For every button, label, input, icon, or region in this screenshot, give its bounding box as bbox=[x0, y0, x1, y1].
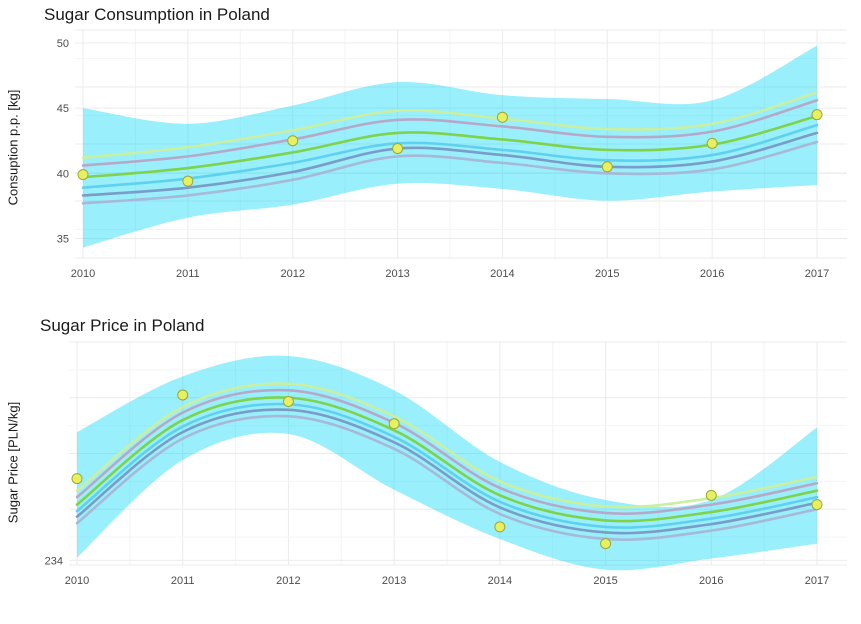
trend-line-6 bbox=[75, 414, 819, 541]
data-point bbox=[177, 389, 189, 401]
data-point bbox=[392, 143, 404, 155]
confidence-band bbox=[83, 45, 817, 248]
data-point bbox=[811, 499, 823, 511]
data-point bbox=[77, 169, 89, 181]
x-tick-label: 2010 bbox=[71, 268, 95, 280]
y-tick-label: 40 bbox=[57, 168, 69, 180]
data-point bbox=[705, 489, 717, 501]
data-point bbox=[601, 161, 613, 173]
x-tick-label: 2016 bbox=[699, 575, 723, 587]
data-point bbox=[287, 135, 299, 147]
data-point bbox=[496, 111, 508, 123]
trend-line-4 bbox=[81, 123, 819, 189]
x-tick-label: 2014 bbox=[488, 575, 512, 587]
x-tick-label: 2017 bbox=[805, 268, 829, 280]
x-tick-label: 2011 bbox=[171, 575, 195, 587]
x-tick-label: 2017 bbox=[805, 575, 829, 587]
x-tick-label: 2012 bbox=[276, 575, 300, 587]
trend-line-3 bbox=[75, 396, 819, 523]
x-tick-label: 2012 bbox=[280, 268, 304, 280]
trend-line-1 bbox=[81, 91, 819, 159]
data-point bbox=[600, 538, 612, 550]
x-tick-label: 2013 bbox=[382, 575, 406, 587]
trend-line-4 bbox=[75, 402, 819, 529]
data-point bbox=[282, 395, 294, 407]
chart-2-title: Sugar Price in Poland bbox=[40, 316, 205, 335]
x-tick-label: 2015 bbox=[593, 575, 617, 587]
y-tick-label: 45 bbox=[57, 103, 69, 115]
x-tick-label: 2014 bbox=[490, 268, 514, 280]
x-tick-label: 2013 bbox=[385, 268, 409, 280]
y-tick-label: 50 bbox=[57, 38, 69, 50]
data-point bbox=[706, 137, 718, 149]
sugar-consumption-chart: 2010 2011 2012 2013 2014 2015 2016 2017 35 40 45 50 bbox=[57, 29, 847, 280]
trend-line-1 bbox=[75, 382, 819, 509]
x-tick-label: 2015 bbox=[595, 268, 619, 280]
trend-line-5 bbox=[75, 408, 819, 535]
data-point bbox=[71, 473, 83, 485]
trend-line-2 bbox=[81, 99, 819, 167]
y-tick-label: 234 bbox=[45, 555, 63, 567]
x-tick-label: 2010 bbox=[65, 575, 89, 587]
y-tick-label: 35 bbox=[57, 233, 69, 245]
x-tick-label: 2011 bbox=[176, 268, 200, 280]
trend-line-5 bbox=[81, 131, 819, 197]
data-point bbox=[182, 175, 194, 187]
data-point bbox=[811, 109, 823, 121]
x-tick-label: 2016 bbox=[700, 268, 724, 280]
chart-1-title: Sugar Consumption in Poland bbox=[44, 5, 270, 24]
sugar-price-chart: 2010 2011 2012 2013 2014 2015 2016 2017 234 bbox=[45, 341, 847, 587]
data-point bbox=[388, 418, 400, 430]
trend-line-2 bbox=[75, 388, 819, 515]
data-point bbox=[494, 521, 506, 533]
trend-line-3 bbox=[81, 114, 819, 179]
trend-line-6 bbox=[81, 140, 819, 205]
